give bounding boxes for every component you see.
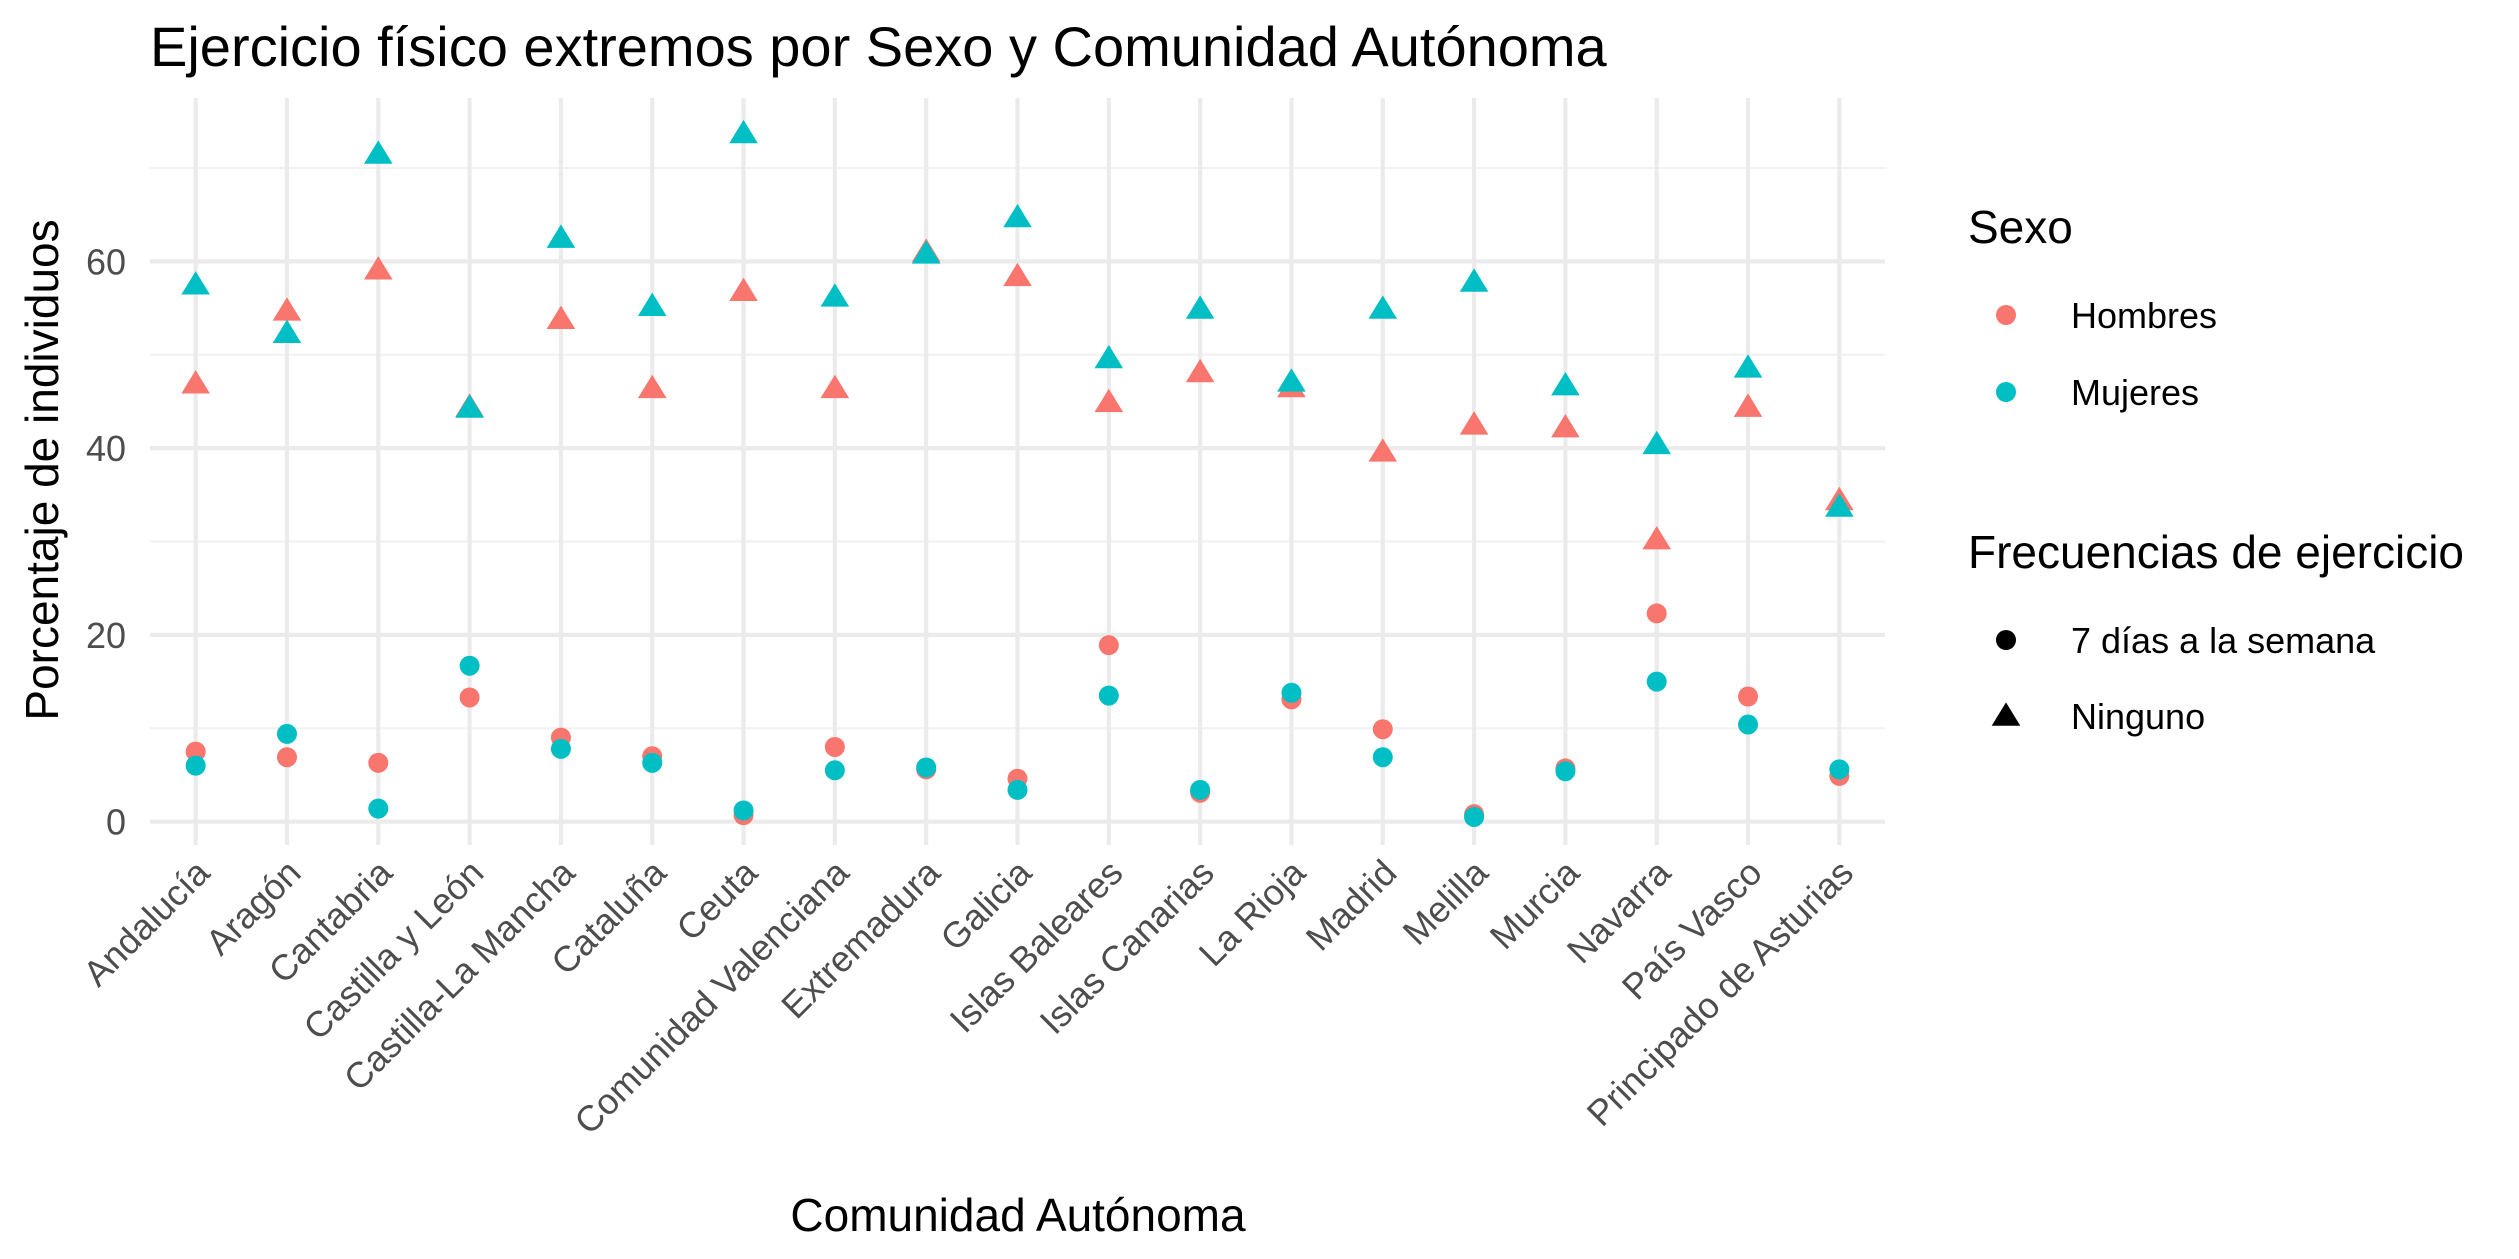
data-point [1003,203,1032,228]
legend-key [1991,702,2021,726]
x-tick-label: Melilla [1395,851,1497,953]
data-point [1459,268,1489,292]
data-point [1464,806,1485,827]
data-point [368,752,389,773]
data-point [642,752,663,773]
data-point [729,277,758,302]
data-point [363,256,393,280]
data-point [1825,493,1854,517]
data-point [1098,685,1119,706]
data-point [916,757,937,778]
data-point [459,687,480,708]
data-point [276,723,297,744]
legend-label: Ninguno [2071,696,2205,737]
data-point [1003,262,1032,287]
data-point [272,319,302,344]
data-point [1733,393,1763,417]
data-point [729,119,758,144]
x-axis-title: Comunidad Autónoma [790,1189,1246,1241]
data-point [1646,603,1667,624]
data-point [824,760,845,781]
data-point [1738,686,1759,707]
data-point [1098,635,1119,656]
legend-key [1996,305,2016,325]
data-point [185,741,206,762]
data-point [820,283,850,307]
legend-label: Hombres [2071,295,2217,336]
data-point [1459,411,1489,435]
data-point [1738,714,1759,735]
data-point [820,374,850,399]
legend: Sexo Hombres Mujeres Frecuencias de ejercic… [1968,201,2464,737]
data-points [181,119,1854,827]
data-point [1007,779,1028,800]
data-point [1551,371,1580,396]
data-point [1094,388,1124,413]
data-point [181,370,210,394]
x-tick-label: Madrid [1298,852,1405,959]
data-point [1368,295,1398,319]
data-point [1372,747,1393,768]
data-point [276,747,297,768]
data-point [1829,759,1850,780]
data-point [1555,761,1576,782]
legend-key [1996,630,2016,650]
y-tick-label: 0 [106,802,126,843]
data-point [272,297,302,321]
grid [150,98,1885,845]
data-point [1642,430,1672,455]
x-tick-label: Andalucía [75,851,218,994]
data-point [1190,779,1211,800]
data-point [1277,368,1306,392]
legend-label: 7 días a la semana [2071,620,2376,661]
data-point [455,394,484,418]
y-axis-ticks: 0 20 40 60 [86,241,126,842]
data-point [637,374,667,399]
data-point [185,755,206,776]
data-point [1185,295,1215,319]
x-tick-label: Extremadura [773,851,948,1026]
data-point [1551,413,1580,438]
legend-title: Frecuencias de ejercicio [1968,526,2464,578]
data-point [1646,671,1667,692]
chart-title: Ejercicio físico extremos por Sexo y Com… [150,15,1608,78]
data-point [733,800,754,821]
data-point [1094,344,1124,369]
data-point [181,271,210,295]
data-point [1281,682,1302,703]
data-point [637,292,667,316]
data-point [1642,526,1672,550]
data-point [459,655,480,676]
y-tick-label: 40 [86,428,126,469]
legend-label: Mujeres [2071,372,2199,413]
data-point [911,240,941,264]
data-point [1372,719,1393,740]
data-point [368,798,389,819]
legend-title: Sexo [1968,201,2073,253]
data-point [824,736,845,757]
data-point [550,738,571,759]
data-point [1185,358,1215,383]
y-tick-label: 20 [86,615,126,656]
data-point [546,224,576,248]
data-point [546,305,576,330]
data-point [1733,354,1763,378]
y-tick-label: 60 [86,241,126,282]
y-axis-title: Porcentaje de individuos [16,219,68,720]
data-point [363,140,393,164]
legend-key [1996,382,2016,402]
data-point [1368,438,1398,462]
